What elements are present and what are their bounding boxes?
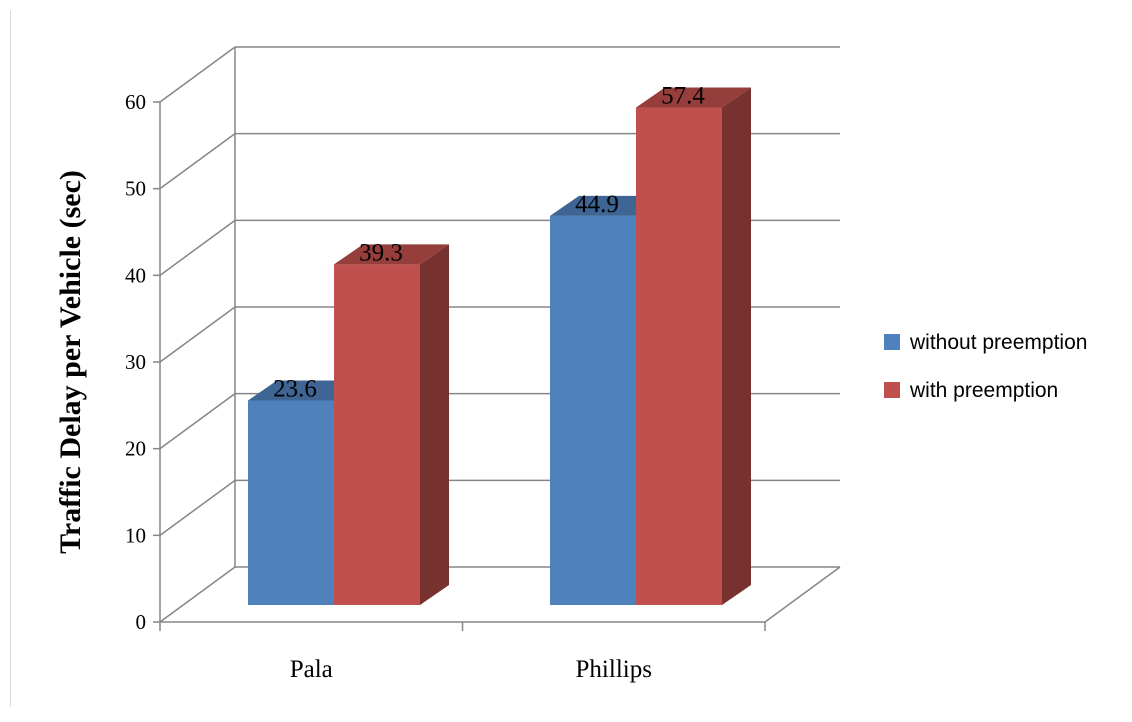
gridline-side [159, 219, 236, 276]
x-tick-label: Phillips [576, 656, 652, 683]
bar-front [334, 264, 420, 605]
gridline-side [159, 133, 236, 190]
bar-side [420, 244, 449, 605]
bar-top [636, 87, 751, 108]
x-tick-label: Pala [290, 656, 333, 683]
bar-top [334, 244, 449, 265]
y-tick-label: 30 [125, 350, 146, 374]
y-tick-label: 10 [125, 523, 146, 547]
data-label: 23.6 [273, 375, 317, 402]
bar [334, 244, 449, 605]
y-tick-label: 40 [125, 263, 146, 287]
legend-label: with preemption [909, 379, 1058, 402]
y-tick-label: 0 [136, 610, 147, 634]
y-tick-label: 60 [125, 90, 146, 114]
bar-front [636, 107, 722, 606]
left-border-line [10, 10, 11, 707]
x-axis: Pala Phillips [159, 621, 766, 683]
gridline-side [159, 306, 236, 363]
gridline-side [159, 566, 236, 623]
y-tick-label: 20 [125, 437, 146, 461]
gridline-side [159, 393, 236, 450]
legend: without preemption with preemption [884, 331, 1087, 402]
bar [636, 87, 751, 606]
legend-swatch [884, 382, 900, 398]
bar-side [722, 87, 751, 606]
bars [248, 87, 751, 606]
y-axis-label: Traffic Delay per Vehicle (sec) [54, 170, 87, 554]
y-axis-ticks: 0 10 20 30 40 50 60 [125, 90, 161, 634]
data-label: 39.3 [359, 239, 403, 266]
data-label: 44.9 [575, 191, 619, 218]
data-labels: 23.6 39.3 44.9 57.4 [273, 83, 705, 403]
data-label: 57.4 [661, 83, 705, 110]
floor-right-edge [764, 566, 841, 623]
gridline-side [159, 46, 236, 103]
bar-front [550, 215, 636, 605]
y-tick-label: 50 [125, 177, 146, 201]
gridline-side [159, 479, 236, 536]
legend-label: without preemption [909, 331, 1087, 354]
bar-front [248, 400, 334, 605]
legend-swatch [884, 334, 900, 350]
